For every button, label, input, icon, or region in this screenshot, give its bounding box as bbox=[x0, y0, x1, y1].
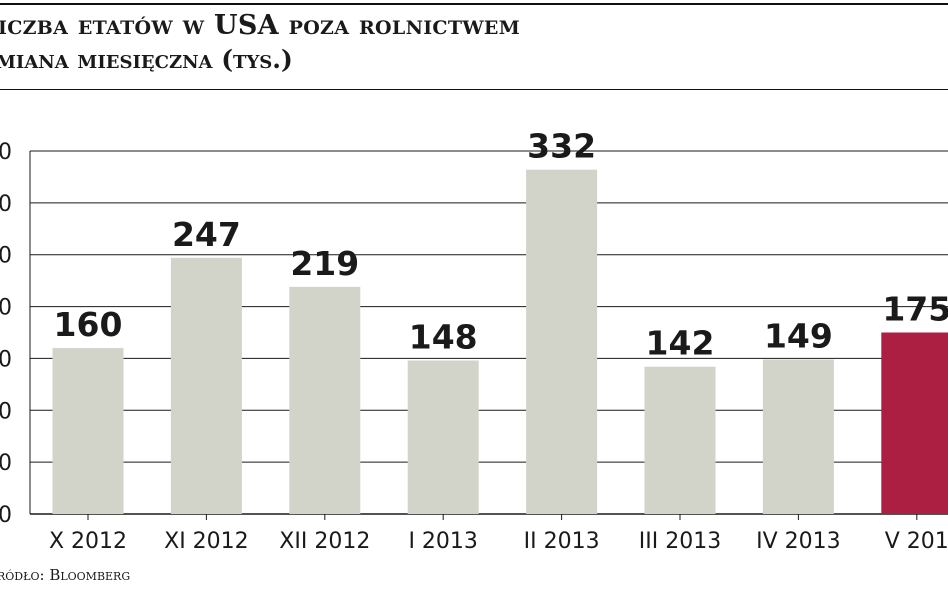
data-labels: 160 247 219 148 332 142 149 175 bbox=[54, 127, 948, 363]
bar-value-label: 148 bbox=[409, 318, 478, 357]
bar bbox=[881, 332, 948, 514]
bar bbox=[644, 366, 716, 514]
x-tick-label: V 201 bbox=[885, 529, 948, 554]
bar-value-label: 160 bbox=[54, 305, 123, 344]
chart-subtitle: miana miesięczna (tys.) bbox=[0, 45, 293, 74]
y-tick-label: 0 bbox=[0, 192, 12, 217]
x-tick-label: II 2013 bbox=[524, 529, 600, 554]
bar bbox=[762, 359, 834, 514]
header-rule bbox=[0, 89, 948, 90]
bar bbox=[526, 169, 598, 514]
bar bbox=[289, 286, 361, 514]
y-tick-label: 0 bbox=[0, 451, 12, 476]
x-tick-label: III 2013 bbox=[639, 529, 721, 554]
bar-value-label: 219 bbox=[290, 244, 359, 283]
bar-value-label: 142 bbox=[646, 324, 715, 363]
x-tick-label: I 2013 bbox=[408, 529, 477, 554]
y-tick-label: 0 bbox=[0, 244, 12, 269]
bar bbox=[407, 360, 479, 514]
y-tick-label: 0 bbox=[0, 503, 12, 528]
bar bbox=[52, 348, 124, 514]
bar-chart: 160 247 219 148 332 142 149 175 0 0 0 0 0 0 0 0 X 2012… bbox=[0, 127, 948, 554]
x-tick-label: XI 2012 bbox=[164, 529, 249, 554]
bar-value-label: 175 bbox=[882, 290, 948, 329]
x-tick-label: IV 2013 bbox=[756, 529, 841, 554]
bar-value-label: 332 bbox=[527, 127, 596, 166]
y-tick-label: 0 bbox=[0, 399, 12, 424]
source-note: ródło: Bloomberg bbox=[0, 566, 131, 584]
x-tick-label: X 2012 bbox=[49, 529, 127, 554]
y-tick-label: 0 bbox=[0, 296, 12, 321]
y-tick-label: 0 bbox=[0, 140, 12, 165]
x-axis-ticks: X 2012 XI 2012 XII 2012 I 2013 II 2013 III 20… bbox=[49, 514, 948, 554]
bars bbox=[52, 169, 948, 514]
chart-title: iczba etatów w USA poza rolnictwem bbox=[0, 10, 521, 41]
y-tick-label: 0 bbox=[0, 347, 12, 372]
x-tick-label: XII 2012 bbox=[279, 529, 370, 554]
bar-value-label: 247 bbox=[172, 215, 241, 254]
bar bbox=[170, 257, 242, 514]
y-axis-ticks: 0 0 0 0 0 0 0 0 bbox=[0, 140, 12, 528]
top-rule bbox=[0, 3, 948, 5]
bar-value-label: 149 bbox=[764, 316, 833, 355]
